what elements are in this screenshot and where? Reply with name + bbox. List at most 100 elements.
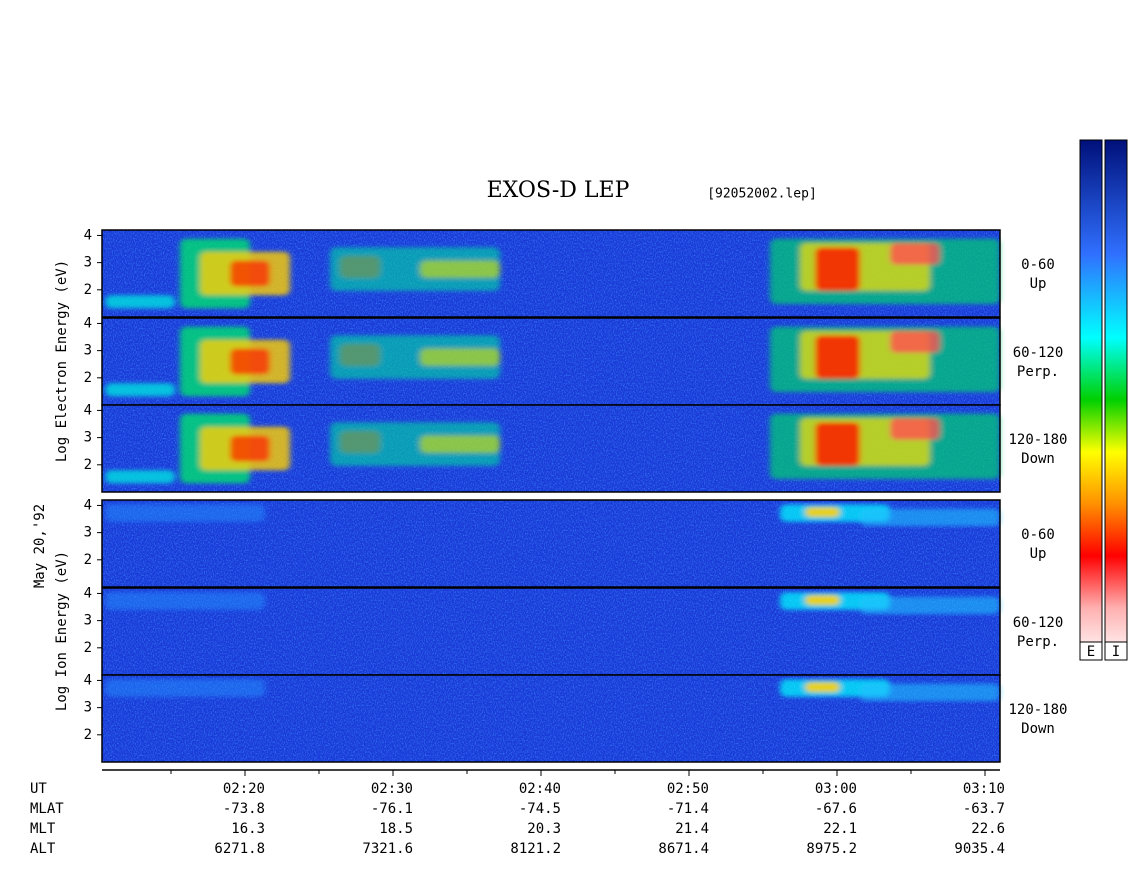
row-value: 03:10 xyxy=(963,781,1005,797)
panel-features xyxy=(105,679,1000,702)
panel-features xyxy=(105,326,1000,397)
panel-angle: 60-120 xyxy=(1013,615,1064,631)
row-value: 16.3 xyxy=(231,821,265,837)
spectral-feature xyxy=(815,422,860,466)
spectrogram-panel xyxy=(101,317,1001,406)
spectral-feature xyxy=(105,470,175,484)
y-tick-label: 4 xyxy=(84,585,92,601)
row-value: 21.4 xyxy=(675,821,709,837)
y-tick-label: 2 xyxy=(84,457,92,473)
panel-direction: Up xyxy=(1030,546,1047,562)
colorbars xyxy=(1079,139,1128,661)
spectral-feature xyxy=(420,348,500,366)
row-value: 22.6 xyxy=(971,821,1005,837)
colorbar-label: E xyxy=(1087,644,1095,660)
panel-direction: Down xyxy=(1021,451,1055,467)
row-value: 9035.4 xyxy=(954,841,1005,857)
row-value: 22.1 xyxy=(823,821,857,837)
y-tick-label: 3 xyxy=(84,525,92,541)
y-tick-label: 4 xyxy=(84,402,92,418)
spectrogram-panel xyxy=(101,674,1001,763)
y-tick-label: 2 xyxy=(84,727,92,743)
y-tick-label: 3 xyxy=(84,700,92,716)
row-value: -74.5 xyxy=(519,801,561,817)
spectral-feature xyxy=(230,348,270,375)
spectrogram-panel xyxy=(101,404,1001,493)
panel-direction: Down xyxy=(1021,721,1055,737)
spectral-feature xyxy=(420,260,500,278)
colorbar-box xyxy=(1104,641,1128,661)
spectral-feature xyxy=(815,247,860,291)
spectral-feature xyxy=(105,592,265,610)
file-name: [92052002.lep] xyxy=(707,187,817,202)
spectral-feature xyxy=(230,435,270,462)
y-tick-label: 4 xyxy=(84,672,92,688)
colorbar-i xyxy=(1104,139,1128,661)
spectral-feature xyxy=(105,295,175,309)
panel-angle: 120-180 xyxy=(1008,702,1067,718)
panel-angle: 0-60 xyxy=(1021,527,1055,543)
row-value: -67.6 xyxy=(815,801,857,817)
spectral-feature xyxy=(860,683,1000,702)
spectral-feature xyxy=(805,594,840,606)
y-tick-label: 4 xyxy=(84,497,92,513)
row-value: 02:30 xyxy=(371,781,413,797)
panel-features xyxy=(105,504,1000,527)
panel-angle: 0-60 xyxy=(1021,257,1055,273)
y-tick-label: 2 xyxy=(84,640,92,656)
spectral-feature xyxy=(105,504,265,522)
spectral-feature xyxy=(330,247,500,291)
y-tick-label: 3 xyxy=(84,613,92,629)
ion-axis-label: Log Ion Energy (eV) xyxy=(54,551,70,711)
spectral-feature xyxy=(420,435,500,453)
row-value: -73.8 xyxy=(223,801,265,817)
row-value: 02:40 xyxy=(519,781,561,797)
spectral-feature xyxy=(890,418,940,440)
panel-angle: 60-120 xyxy=(1013,345,1064,361)
row-name: UT xyxy=(30,781,47,797)
row-value: 02:20 xyxy=(223,781,265,797)
colorbar-label: I xyxy=(1112,644,1120,660)
spectral-feature xyxy=(105,383,175,397)
row-value: 03:00 xyxy=(815,781,857,797)
panel-features xyxy=(105,238,1000,309)
row-value: 8121.2 xyxy=(510,841,561,857)
panel-direction: Up xyxy=(1030,276,1047,292)
row-value: 7321.6 xyxy=(362,841,413,857)
y-tick-label: 3 xyxy=(84,255,92,271)
spectral-feature xyxy=(815,335,860,379)
row-value: 02:50 xyxy=(667,781,709,797)
spectral-feature xyxy=(105,679,265,697)
spectral-feature xyxy=(230,260,270,287)
panel-features xyxy=(105,592,1000,615)
spectral-feature xyxy=(805,681,840,693)
spectral-feature xyxy=(860,596,1000,615)
title: EXOS-D LEP xyxy=(487,178,630,203)
panel-direction: Perp. xyxy=(1017,364,1059,380)
electron-axis-label: Log Electron Energy (eV) xyxy=(54,260,70,462)
panel-frame xyxy=(101,404,1001,493)
spectrogram-panel xyxy=(101,229,1001,318)
y-tick-label: 2 xyxy=(84,282,92,298)
y-tick-label: 3 xyxy=(84,430,92,446)
row-name: ALT xyxy=(30,841,56,857)
row-value: 8671.4 xyxy=(658,841,709,857)
row-value: 18.5 xyxy=(379,821,413,837)
row-value: 20.3 xyxy=(527,821,561,837)
panel-frame xyxy=(101,499,1001,588)
panel-angle: 120-180 xyxy=(1008,432,1067,448)
spectral-feature xyxy=(890,331,940,353)
spectral-feature xyxy=(805,506,840,518)
spectral-feature xyxy=(330,422,500,466)
colorbar-box xyxy=(1079,641,1103,661)
panel-frame xyxy=(101,674,1001,763)
row-name: MLT xyxy=(30,821,56,837)
y-tick-label: 2 xyxy=(84,552,92,568)
y-tick-label: 3 xyxy=(84,343,92,359)
y-tick-label: 4 xyxy=(84,315,92,331)
spectrogram-panel xyxy=(101,499,1001,588)
colorbar-e xyxy=(1079,139,1103,661)
row-name: MLAT xyxy=(30,801,64,817)
spectral-feature xyxy=(860,508,1000,527)
